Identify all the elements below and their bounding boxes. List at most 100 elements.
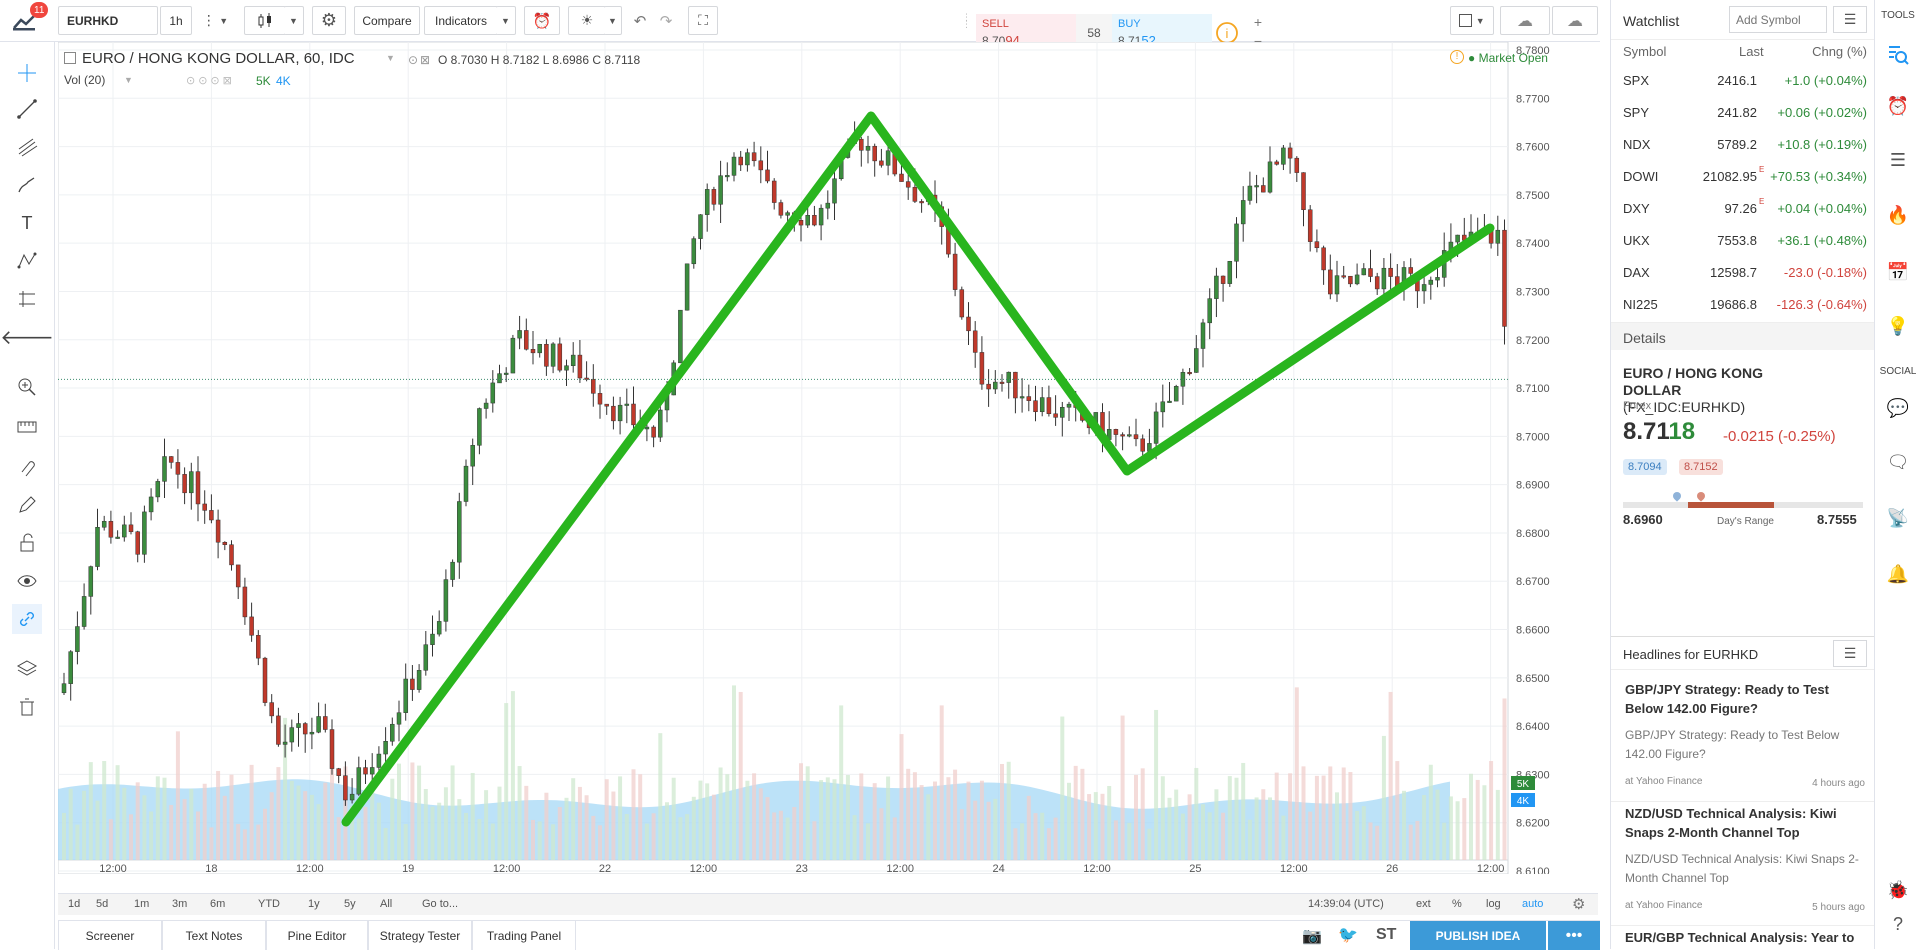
log-toggle[interactable]: log <box>1486 898 1501 910</box>
ideas-dropdown[interactable]: ▼ <box>604 6 622 35</box>
alerts-tab[interactable]: ⏰ <box>1883 96 1913 126</box>
interval-dropdown[interactable]: ⋮ ▼ <box>194 6 236 35</box>
chart-area[interactable]: 8.7800 8.7700 8.7600 8.7500 8.7400 8.7300 8.72… <box>58 42 1558 874</box>
drag-handle[interactable]: ⋮ ⋮ <box>962 12 971 29</box>
ideas-tab[interactable]: 💡 <box>1883 316 1913 346</box>
streams-tab[interactable]: 📡 <box>1883 508 1913 538</box>
watchlist-row[interactable]: NI225 19686.8 -126.3 (-0.64%) <box>1611 288 1875 320</box>
stay-drawing-tool[interactable] <box>12 490 42 520</box>
text-tool[interactable]: T <box>12 208 42 238</box>
watchlist-row[interactable]: SPY 241.82 +0.06 (+0.02%) <box>1611 96 1875 128</box>
save-cloud-button[interactable]: ☁ <box>1500 6 1550 35</box>
brush-tool[interactable] <box>12 170 42 200</box>
compare-button[interactable]: Compare <box>354 6 420 35</box>
range-button[interactable]: 1d <box>68 898 81 910</box>
back-tool[interactable]: 🡐 <box>0 322 54 352</box>
headline-item[interactable]: NZD/USD Technical Analysis: Kiwi Snaps 2… <box>1611 804 1875 926</box>
zoom-in-button[interactable]: + <box>1253 14 1263 30</box>
link-tool[interactable] <box>12 604 42 634</box>
range-button[interactable]: YTD <box>258 898 280 910</box>
bottom-tab[interactable]: Text Notes <box>162 921 266 950</box>
publish-more-button[interactable]: ••• <box>1548 921 1600 950</box>
volume-settings-icon[interactable]: ▼ <box>124 75 133 85</box>
volume-actions[interactable]: ⊙⊙⊙⊠ <box>186 75 235 87</box>
range-button[interactable]: Go to... <box>422 898 459 910</box>
chart-style-dropdown[interactable]: ▼ <box>284 6 304 35</box>
notifications-tab[interactable]: 🔔 <box>1883 564 1913 594</box>
headline-item[interactable]: GBP/JPY Strategy: Ready to Test Below 14… <box>1611 680 1875 802</box>
chart-style-button[interactable] <box>244 6 286 35</box>
pattern-tool[interactable] <box>12 246 42 276</box>
delete-tool[interactable] <box>12 692 42 722</box>
add-symbol-input[interactable] <box>1729 6 1827 33</box>
headline-title[interactable]: GBP/JPY Strategy: Ready to Test Below 14… <box>1625 682 1829 716</box>
prediction-tool[interactable] <box>12 284 42 314</box>
ideas-button[interactable]: ☀ <box>568 6 606 35</box>
fib-tool[interactable] <box>12 132 42 162</box>
gear-icon[interactable]: ⚙ <box>1572 896 1586 913</box>
menu-logo-icon[interactable] <box>10 8 42 34</box>
crosshair-tool[interactable] <box>12 58 42 88</box>
legend-actions[interactable]: ⊙⊠ <box>408 53 433 67</box>
range-button[interactable]: All <box>380 898 393 910</box>
trend-line-tool[interactable] <box>12 94 42 124</box>
alert-button[interactable]: ⏰ <box>524 6 560 35</box>
range-button[interactable]: 3m <box>172 898 188 910</box>
bottom-tab[interactable]: Screener <box>58 921 162 950</box>
bottom-tab[interactable]: Strategy Tester <box>368 921 472 950</box>
bug-report-tab[interactable]: 🐞 <box>1883 880 1913 910</box>
watchlist-menu-button[interactable]: ☰ <box>1833 6 1867 33</box>
twitter-icon[interactable]: 🐦 <box>1338 927 1358 944</box>
headline-title[interactable]: NZD/USD Technical Analysis: Kiwi Snaps 2… <box>1625 806 1837 840</box>
fullscreen-button[interactable]: ⛶ <box>688 6 718 35</box>
col-symbol[interactable]: Symbol <box>1623 44 1667 59</box>
notification-badge[interactable]: 11 <box>30 2 49 18</box>
watchlist-row[interactable]: DOWI 21082.95 E +70.53 (+0.34%) <box>1611 160 1875 192</box>
watchlist-tab[interactable] <box>1883 40 1913 70</box>
data-window-tab[interactable]: ☰ <box>1883 150 1913 180</box>
help-tab[interactable]: ? <box>1883 914 1913 944</box>
bottom-tab[interactable]: Pine Editor <box>266 921 368 950</box>
headline-title[interactable]: EUR/GBP Technical Analysis: Year to <box>1625 930 1855 945</box>
stocktwits-icon[interactable]: ST <box>1376 926 1397 943</box>
interval-button[interactable]: 1h <box>160 6 192 35</box>
layout-button[interactable]: ▼ <box>1450 6 1494 35</box>
zoom-out-button[interactable]: − <box>1253 33 1263 49</box>
range-button[interactable]: 6m <box>210 898 226 910</box>
indicators-button[interactable]: Indicators <box>424 6 498 35</box>
bottom-tab[interactable]: Trading Panel <box>472 921 576 950</box>
private-chats-tab[interactable]: 🗨 <box>1883 452 1913 482</box>
magnet-tool[interactable] <box>12 452 42 482</box>
percent-toggle[interactable]: % <box>1452 898 1462 910</box>
calendar-tab[interactable]: 📅 <box>1883 262 1913 292</box>
object-tree-tool[interactable] <box>12 654 42 684</box>
range-button[interactable]: 1y <box>308 898 320 910</box>
watchlist-row[interactable]: SPX 2416.1 +1.0 (+0.04%) <box>1611 64 1875 96</box>
price-chart[interactable]: 8.7800 8.7700 8.7600 8.7500 8.7400 8.7300 8.72… <box>58 42 1558 874</box>
lock-tool[interactable] <box>12 528 42 558</box>
symbol-search-input[interactable]: EURHKD <box>58 6 158 35</box>
chats-tab[interactable]: 💬 <box>1883 398 1913 428</box>
legend-settings-icon[interactable]: ▼ <box>386 53 395 63</box>
collapse-legend-button[interactable] <box>64 52 76 64</box>
zoom-tool[interactable] <box>12 372 42 402</box>
measure-tool[interactable] <box>12 410 42 440</box>
hide-tool[interactable] <box>12 566 42 596</box>
undo-button[interactable]: ↶ <box>628 6 652 35</box>
watchlist-row[interactable]: DAX 12598.7 -23.0 (-0.18%) <box>1611 256 1875 288</box>
ext-toggle[interactable]: ext <box>1416 898 1431 910</box>
redo-button[interactable]: ↷ <box>654 6 678 35</box>
hotlists-tab[interactable]: 🔥 <box>1883 205 1913 235</box>
col-last[interactable]: Last <box>1739 44 1764 59</box>
range-button[interactable]: 1m <box>134 898 150 910</box>
watchlist-row[interactable]: NDX 5789.2 +10.8 (+0.19%) <box>1611 128 1875 160</box>
load-cloud-button[interactable]: ☁ <box>1552 6 1598 35</box>
settings-button[interactable]: ⚙ <box>312 6 346 35</box>
camera-icon[interactable]: 📷 <box>1302 928 1322 945</box>
watchlist-row[interactable]: UKX 7553.8 +36.1 (+0.48%) <box>1611 224 1875 256</box>
auto-scale-toggle[interactable]: auto <box>1522 898 1544 910</box>
col-chng[interactable]: Chng (%) <box>1812 44 1867 59</box>
indicators-dropdown[interactable]: ▼ <box>496 6 516 35</box>
publish-idea-button[interactable]: PUBLISH IDEA <box>1410 921 1546 950</box>
range-button[interactable]: 5y <box>344 898 356 910</box>
